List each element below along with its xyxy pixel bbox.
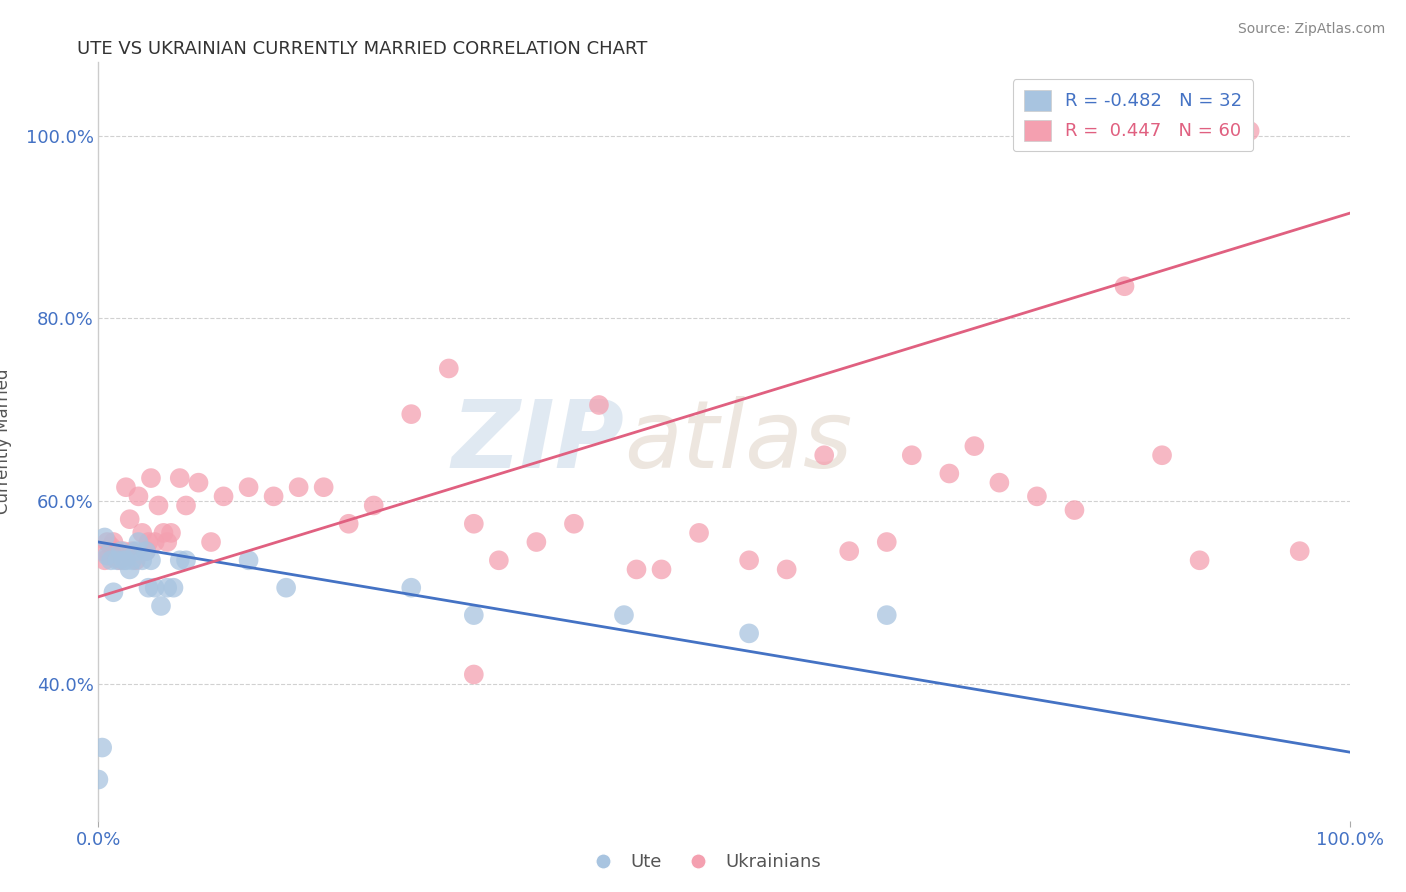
Point — [112, 553, 135, 567]
Point — [110, 544, 132, 558]
Point — [613, 608, 636, 623]
Text: atlas: atlas — [624, 396, 852, 487]
Point — [463, 608, 485, 623]
Point — [131, 553, 153, 567]
Point — [125, 544, 148, 558]
Point — [108, 553, 131, 567]
Point — [900, 448, 922, 462]
Point — [838, 544, 860, 558]
Point — [91, 740, 114, 755]
Point — [562, 516, 585, 531]
Point — [105, 553, 128, 567]
Y-axis label: Currently Married: Currently Married — [0, 368, 11, 515]
Point — [263, 489, 285, 503]
Point — [287, 480, 309, 494]
Point — [96, 535, 118, 549]
Point — [169, 471, 191, 485]
Point — [738, 626, 761, 640]
Point — [174, 553, 197, 567]
Point — [127, 535, 149, 549]
Point — [118, 562, 141, 576]
Point — [139, 471, 162, 485]
Point — [91, 544, 114, 558]
Point — [312, 480, 335, 494]
Point — [138, 581, 160, 595]
Point — [238, 553, 260, 567]
Point — [1239, 124, 1261, 138]
Point — [127, 489, 149, 503]
Point — [738, 553, 761, 567]
Point — [337, 516, 360, 531]
Point — [148, 499, 170, 513]
Point — [650, 562, 672, 576]
Legend: R = -0.482   N = 32, R =  0.447   N = 60: R = -0.482 N = 32, R = 0.447 N = 60 — [1012, 79, 1253, 152]
Point — [813, 448, 835, 462]
Point — [1026, 489, 1049, 503]
Point — [463, 667, 485, 681]
Point — [156, 535, 179, 549]
Point — [524, 535, 547, 549]
Point — [121, 553, 143, 567]
Point — [1188, 553, 1211, 567]
Point — [143, 535, 166, 549]
Point — [274, 581, 298, 595]
Point — [100, 553, 122, 567]
Point — [437, 361, 460, 376]
Point — [152, 525, 174, 540]
Point — [93, 553, 115, 567]
Point — [135, 544, 157, 558]
Point — [160, 525, 183, 540]
Point — [938, 467, 960, 481]
Point — [96, 549, 118, 563]
Point — [963, 439, 986, 453]
Point — [187, 475, 209, 490]
Point — [118, 512, 141, 526]
Legend: Ute, Ukrainians: Ute, Ukrainians — [578, 847, 828, 879]
Point — [401, 407, 423, 421]
Point — [212, 489, 235, 503]
Text: ZIP: ZIP — [451, 395, 624, 488]
Point — [143, 581, 166, 595]
Text: Source: ZipAtlas.com: Source: ZipAtlas.com — [1237, 22, 1385, 37]
Point — [1150, 448, 1173, 462]
Point — [87, 772, 110, 787]
Point — [100, 540, 122, 554]
Point — [488, 553, 510, 567]
Point — [626, 562, 648, 576]
Point — [876, 608, 898, 623]
Point — [401, 581, 423, 595]
Point — [776, 562, 799, 576]
Point — [588, 398, 610, 412]
Point — [169, 553, 191, 567]
Point — [688, 525, 710, 540]
Point — [135, 544, 157, 558]
Point — [876, 535, 898, 549]
Text: UTE VS UKRAINIAN CURRENTLY MARRIED CORRELATION CHART: UTE VS UKRAINIAN CURRENTLY MARRIED CORRE… — [77, 40, 648, 58]
Point — [363, 499, 385, 513]
Point — [105, 544, 128, 558]
Point — [93, 531, 115, 545]
Point — [150, 599, 173, 613]
Point — [138, 535, 160, 549]
Point — [103, 585, 125, 599]
Point — [1063, 503, 1085, 517]
Point — [125, 553, 148, 567]
Point — [463, 516, 485, 531]
Point — [139, 553, 162, 567]
Point — [200, 535, 222, 549]
Point — [131, 525, 153, 540]
Point — [1301, 846, 1323, 860]
Point — [121, 544, 143, 558]
Point — [162, 581, 184, 595]
Point — [1114, 279, 1136, 293]
Point — [115, 553, 138, 567]
Point — [1288, 544, 1310, 558]
Point — [112, 544, 135, 558]
Point — [156, 581, 179, 595]
Point — [238, 480, 260, 494]
Point — [988, 475, 1011, 490]
Point — [115, 480, 138, 494]
Point — [174, 499, 197, 513]
Point — [103, 535, 125, 549]
